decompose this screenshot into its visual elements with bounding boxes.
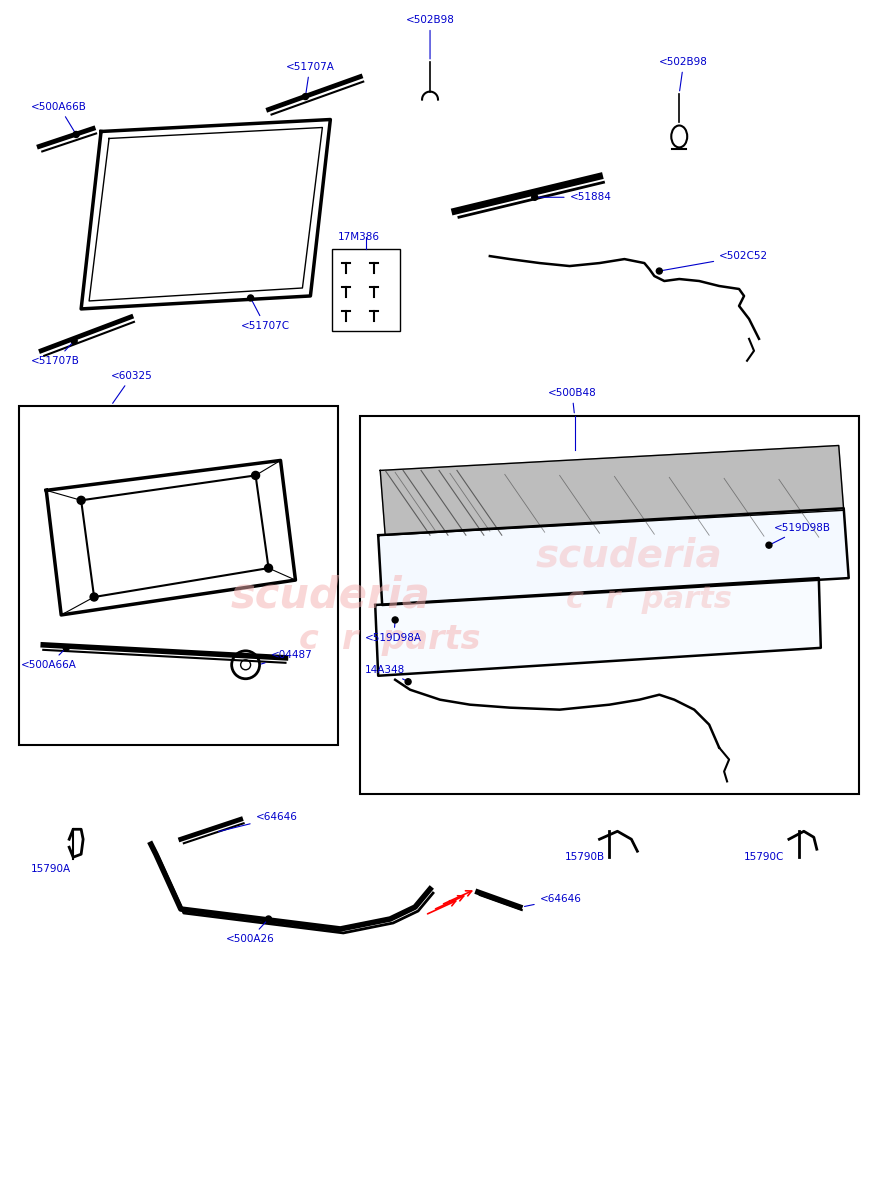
Text: <519D98B: <519D98B — [772, 523, 831, 544]
Bar — [360, 415, 859, 794]
Circle shape — [405, 679, 411, 685]
Text: <500A26: <500A26 — [226, 922, 274, 944]
Circle shape — [71, 338, 78, 344]
Text: 15790C: 15790C — [744, 852, 784, 862]
Text: <51884: <51884 — [537, 192, 611, 203]
Circle shape — [265, 916, 271, 922]
Polygon shape — [378, 509, 848, 605]
Text: <51707C: <51707C — [241, 300, 290, 331]
Text: <500B48: <500B48 — [548, 388, 596, 413]
Polygon shape — [375, 578, 821, 676]
Text: <502B98: <502B98 — [659, 56, 708, 91]
Circle shape — [766, 542, 772, 548]
Circle shape — [73, 132, 79, 138]
Text: <51707A: <51707A — [285, 61, 335, 94]
Text: 14A348: 14A348 — [366, 665, 405, 680]
Text: <502C52: <502C52 — [662, 251, 768, 270]
Text: <64646: <64646 — [218, 812, 298, 832]
Text: 17M386: 17M386 — [337, 232, 380, 242]
Text: <500A66B: <500A66B — [32, 102, 87, 132]
Text: c  r  parts: c r parts — [566, 586, 732, 614]
Text: c  r  parts: c r parts — [300, 623, 481, 656]
Polygon shape — [381, 445, 844, 535]
Text: <60325: <60325 — [111, 371, 152, 403]
Text: <51707B: <51707B — [32, 343, 80, 366]
Circle shape — [63, 644, 70, 650]
Bar — [332, 250, 400, 331]
Circle shape — [78, 497, 85, 504]
Circle shape — [264, 564, 272, 572]
Text: 15790B: 15790B — [565, 852, 604, 862]
Circle shape — [252, 472, 260, 479]
Circle shape — [532, 194, 537, 200]
Text: <64646: <64646 — [524, 894, 581, 906]
Text: scuderia: scuderia — [231, 574, 430, 616]
Text: 15790A: 15790A — [32, 864, 71, 874]
Text: <502B98: <502B98 — [405, 14, 455, 59]
Circle shape — [656, 268, 663, 274]
Circle shape — [248, 295, 254, 301]
Circle shape — [302, 94, 308, 100]
Circle shape — [90, 593, 98, 601]
Circle shape — [392, 617, 398, 623]
Text: <04487: <04487 — [262, 650, 312, 664]
Text: <519D98A: <519D98A — [366, 623, 422, 643]
Text: <500A66A: <500A66A — [21, 650, 78, 670]
Text: scuderia: scuderia — [536, 536, 722, 574]
Bar — [19, 406, 338, 744]
